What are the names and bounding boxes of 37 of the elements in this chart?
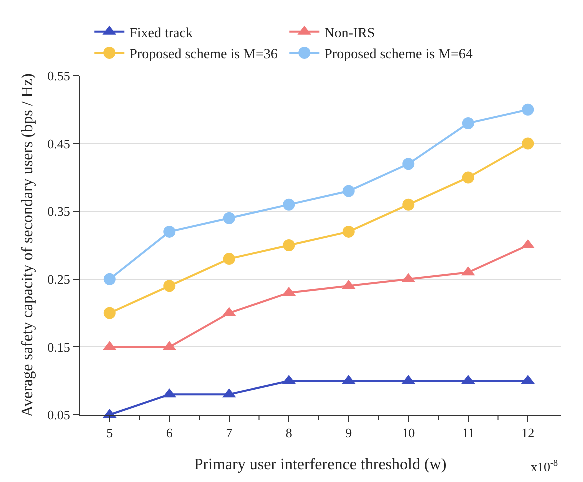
x-tick-label: 10 xyxy=(402,426,416,441)
y-tick-label: 0.15 xyxy=(48,340,70,355)
legend-label: Fixed track xyxy=(130,26,193,42)
point xyxy=(522,104,534,116)
x-tick-label: 5 xyxy=(106,426,114,441)
point xyxy=(342,226,355,238)
legend-label: Non-IRS xyxy=(324,26,376,42)
text: x10$^{-8}$ xyxy=(531,458,559,474)
point xyxy=(164,226,176,238)
x-tick-label: 9 xyxy=(346,426,352,441)
point xyxy=(104,307,116,320)
point xyxy=(462,172,474,184)
x-axis-title: Primary user interference threshold (w) xyxy=(194,456,447,474)
point xyxy=(283,198,296,211)
x-tick-label: 7 xyxy=(226,426,234,441)
point xyxy=(104,273,116,286)
point xyxy=(223,253,236,266)
point xyxy=(164,280,176,292)
point xyxy=(223,212,236,224)
x-tick-label: 12 xyxy=(522,426,535,441)
y-tick-label: 0.05 xyxy=(48,408,70,423)
x-tick-label: 8 xyxy=(286,426,292,441)
point xyxy=(402,158,415,170)
point xyxy=(522,138,534,150)
y-axis-title: Average safety capacity of secondary users (bps / Hz) xyxy=(20,74,37,418)
y-tick-label: 0.45 xyxy=(48,136,70,152)
y-tick-label: 0.25 xyxy=(48,272,70,287)
point xyxy=(283,240,296,252)
point xyxy=(462,117,474,130)
y-tick-label: 0.35 xyxy=(48,204,70,220)
x-tick-label: 6 xyxy=(166,426,174,441)
y-tick-label: 0.55 xyxy=(48,68,70,84)
legend-label: Proposed scheme is M=64 xyxy=(324,47,473,62)
point xyxy=(402,198,415,211)
point xyxy=(342,185,355,198)
legend-label: Proposed scheme is M=36 xyxy=(130,47,278,62)
x-tick-label: 11 xyxy=(462,426,475,441)
